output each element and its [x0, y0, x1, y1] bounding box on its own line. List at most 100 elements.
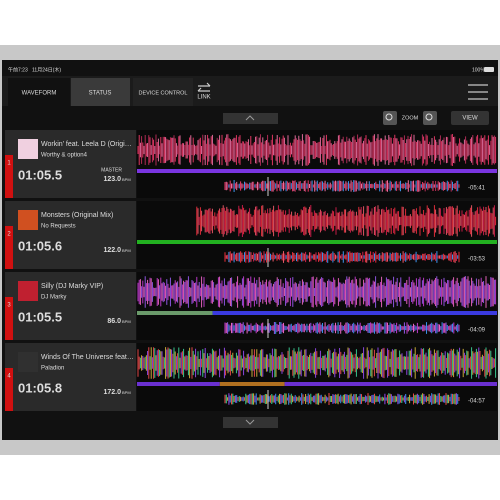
position-bar — [137, 382, 220, 386]
tab-bg — [71, 78, 130, 106]
battery: 100% — [472, 67, 485, 73]
remaining-time: -03:53 — [468, 257, 486, 263]
playback-time: 01:05.5 — [18, 167, 62, 182]
playback-time: 01:05.8 — [18, 380, 62, 395]
decks: 1 Workin' feat. Leela D (Origi… Worthy & o… — [5, 130, 497, 411]
waveform — [139, 134, 494, 166]
waveform — [141, 347, 493, 379]
waveform — [227, 251, 457, 263]
menu-icon[interactable] — [468, 84, 488, 100]
track-title: Monsters (Original Mix) — [41, 212, 113, 219]
bpm-unit: BPM — [122, 390, 131, 395]
position-bar — [137, 169, 497, 173]
album-art — [18, 352, 38, 372]
deck-number: 1 — [7, 161, 11, 167]
waveform — [225, 322, 456, 334]
zoom-label: ZOOM — [402, 115, 419, 121]
remaining-time: -04:09 — [468, 328, 486, 334]
waveform — [224, 322, 460, 334]
waveform — [224, 180, 460, 192]
artist: Worthy & option4 — [41, 153, 88, 159]
tab-active-bg — [8, 78, 70, 106]
waveform — [227, 322, 457, 334]
waveform — [197, 205, 494, 237]
position-bar — [212, 311, 497, 315]
zoom-icon — [385, 113, 393, 121]
waveform — [139, 347, 497, 379]
waveform — [137, 347, 495, 379]
position-bar — [137, 311, 213, 315]
remaining-time: -04:57 — [468, 399, 486, 405]
waveform — [196, 205, 497, 237]
bpm-unit: BPM — [122, 248, 131, 253]
playback-time: 01:05.5 — [18, 309, 62, 324]
waveform — [228, 322, 459, 334]
position-bar — [137, 240, 497, 244]
deck-number-strip — [5, 297, 13, 340]
deck-number: 4 — [7, 374, 11, 380]
waveform — [225, 180, 456, 192]
view-label: VIEW — [462, 116, 478, 122]
waveform — [228, 251, 459, 263]
bpm-unit: BPM — [122, 319, 131, 324]
master-label: MASTER — [101, 167, 122, 173]
waveform — [224, 251, 460, 263]
album-art — [18, 210, 38, 230]
tab[interactable]: DEVICE CONTROL — [139, 90, 188, 96]
bpm: 172.0 — [103, 389, 121, 396]
artist: Paladion — [41, 366, 64, 372]
zoom-icon — [425, 113, 433, 121]
status-date: 11月24日(木) — [32, 66, 61, 73]
deck-number: 2 — [7, 232, 11, 238]
link-icon — [197, 82, 211, 92]
zoom-out-button[interactable] — [383, 111, 397, 125]
bpm: 123.0 — [103, 176, 121, 183]
track-title: Workin' feat. Leela D (Origi… — [41, 141, 132, 148]
scroll-up-button[interactable] — [223, 113, 278, 124]
bpm: 86.0 — [107, 318, 121, 325]
waveform — [227, 180, 457, 192]
waveform — [225, 393, 455, 405]
scroll-down-button[interactable] — [223, 417, 278, 428]
zoom-in-button[interactable] — [423, 111, 437, 125]
album-art — [18, 139, 38, 159]
battery-icon — [484, 67, 494, 72]
waveform — [142, 347, 494, 379]
chevron-down — [245, 419, 255, 425]
track-title: Winds Of The Universe feat… — [41, 354, 134, 361]
waveform — [228, 393, 457, 405]
waveform — [228, 180, 459, 192]
deck-number: 3 — [7, 303, 11, 309]
waveform — [224, 393, 460, 405]
waveform — [225, 251, 456, 263]
waveform — [141, 134, 495, 166]
position-bar — [284, 382, 497, 386]
waveform — [227, 393, 456, 405]
link-label[interactable]: LINK — [197, 95, 210, 101]
waveform — [137, 134, 497, 166]
waveform — [141, 276, 495, 308]
waveform — [198, 205, 495, 237]
chevron-up — [245, 115, 255, 121]
track-title: Silly (DJ Marky VIP) — [41, 283, 103, 290]
waveform — [137, 276, 497, 308]
bpm-unit: BPM — [122, 177, 131, 182]
artist: DJ Marky — [41, 295, 66, 301]
remaining-time: -05:41 — [468, 186, 486, 192]
position-bar — [219, 382, 285, 386]
waveform — [229, 393, 459, 405]
tab[interactable]: WAVEFORM — [22, 91, 57, 97]
album-art — [18, 281, 38, 301]
view-button[interactable] — [451, 111, 489, 125]
deck-number-strip — [5, 368, 13, 411]
deck-number-strip — [5, 155, 13, 198]
tab[interactable]: STATUS — [89, 91, 112, 97]
bpm: 122.0 — [103, 247, 121, 254]
tab-bg — [133, 78, 193, 106]
status-time: 午前7:23 — [8, 66, 28, 73]
waveform — [139, 276, 494, 308]
artist: No Requests — [41, 224, 76, 230]
playback-time: 01:05.6 — [18, 238, 62, 253]
deck-number-strip — [5, 226, 13, 269]
